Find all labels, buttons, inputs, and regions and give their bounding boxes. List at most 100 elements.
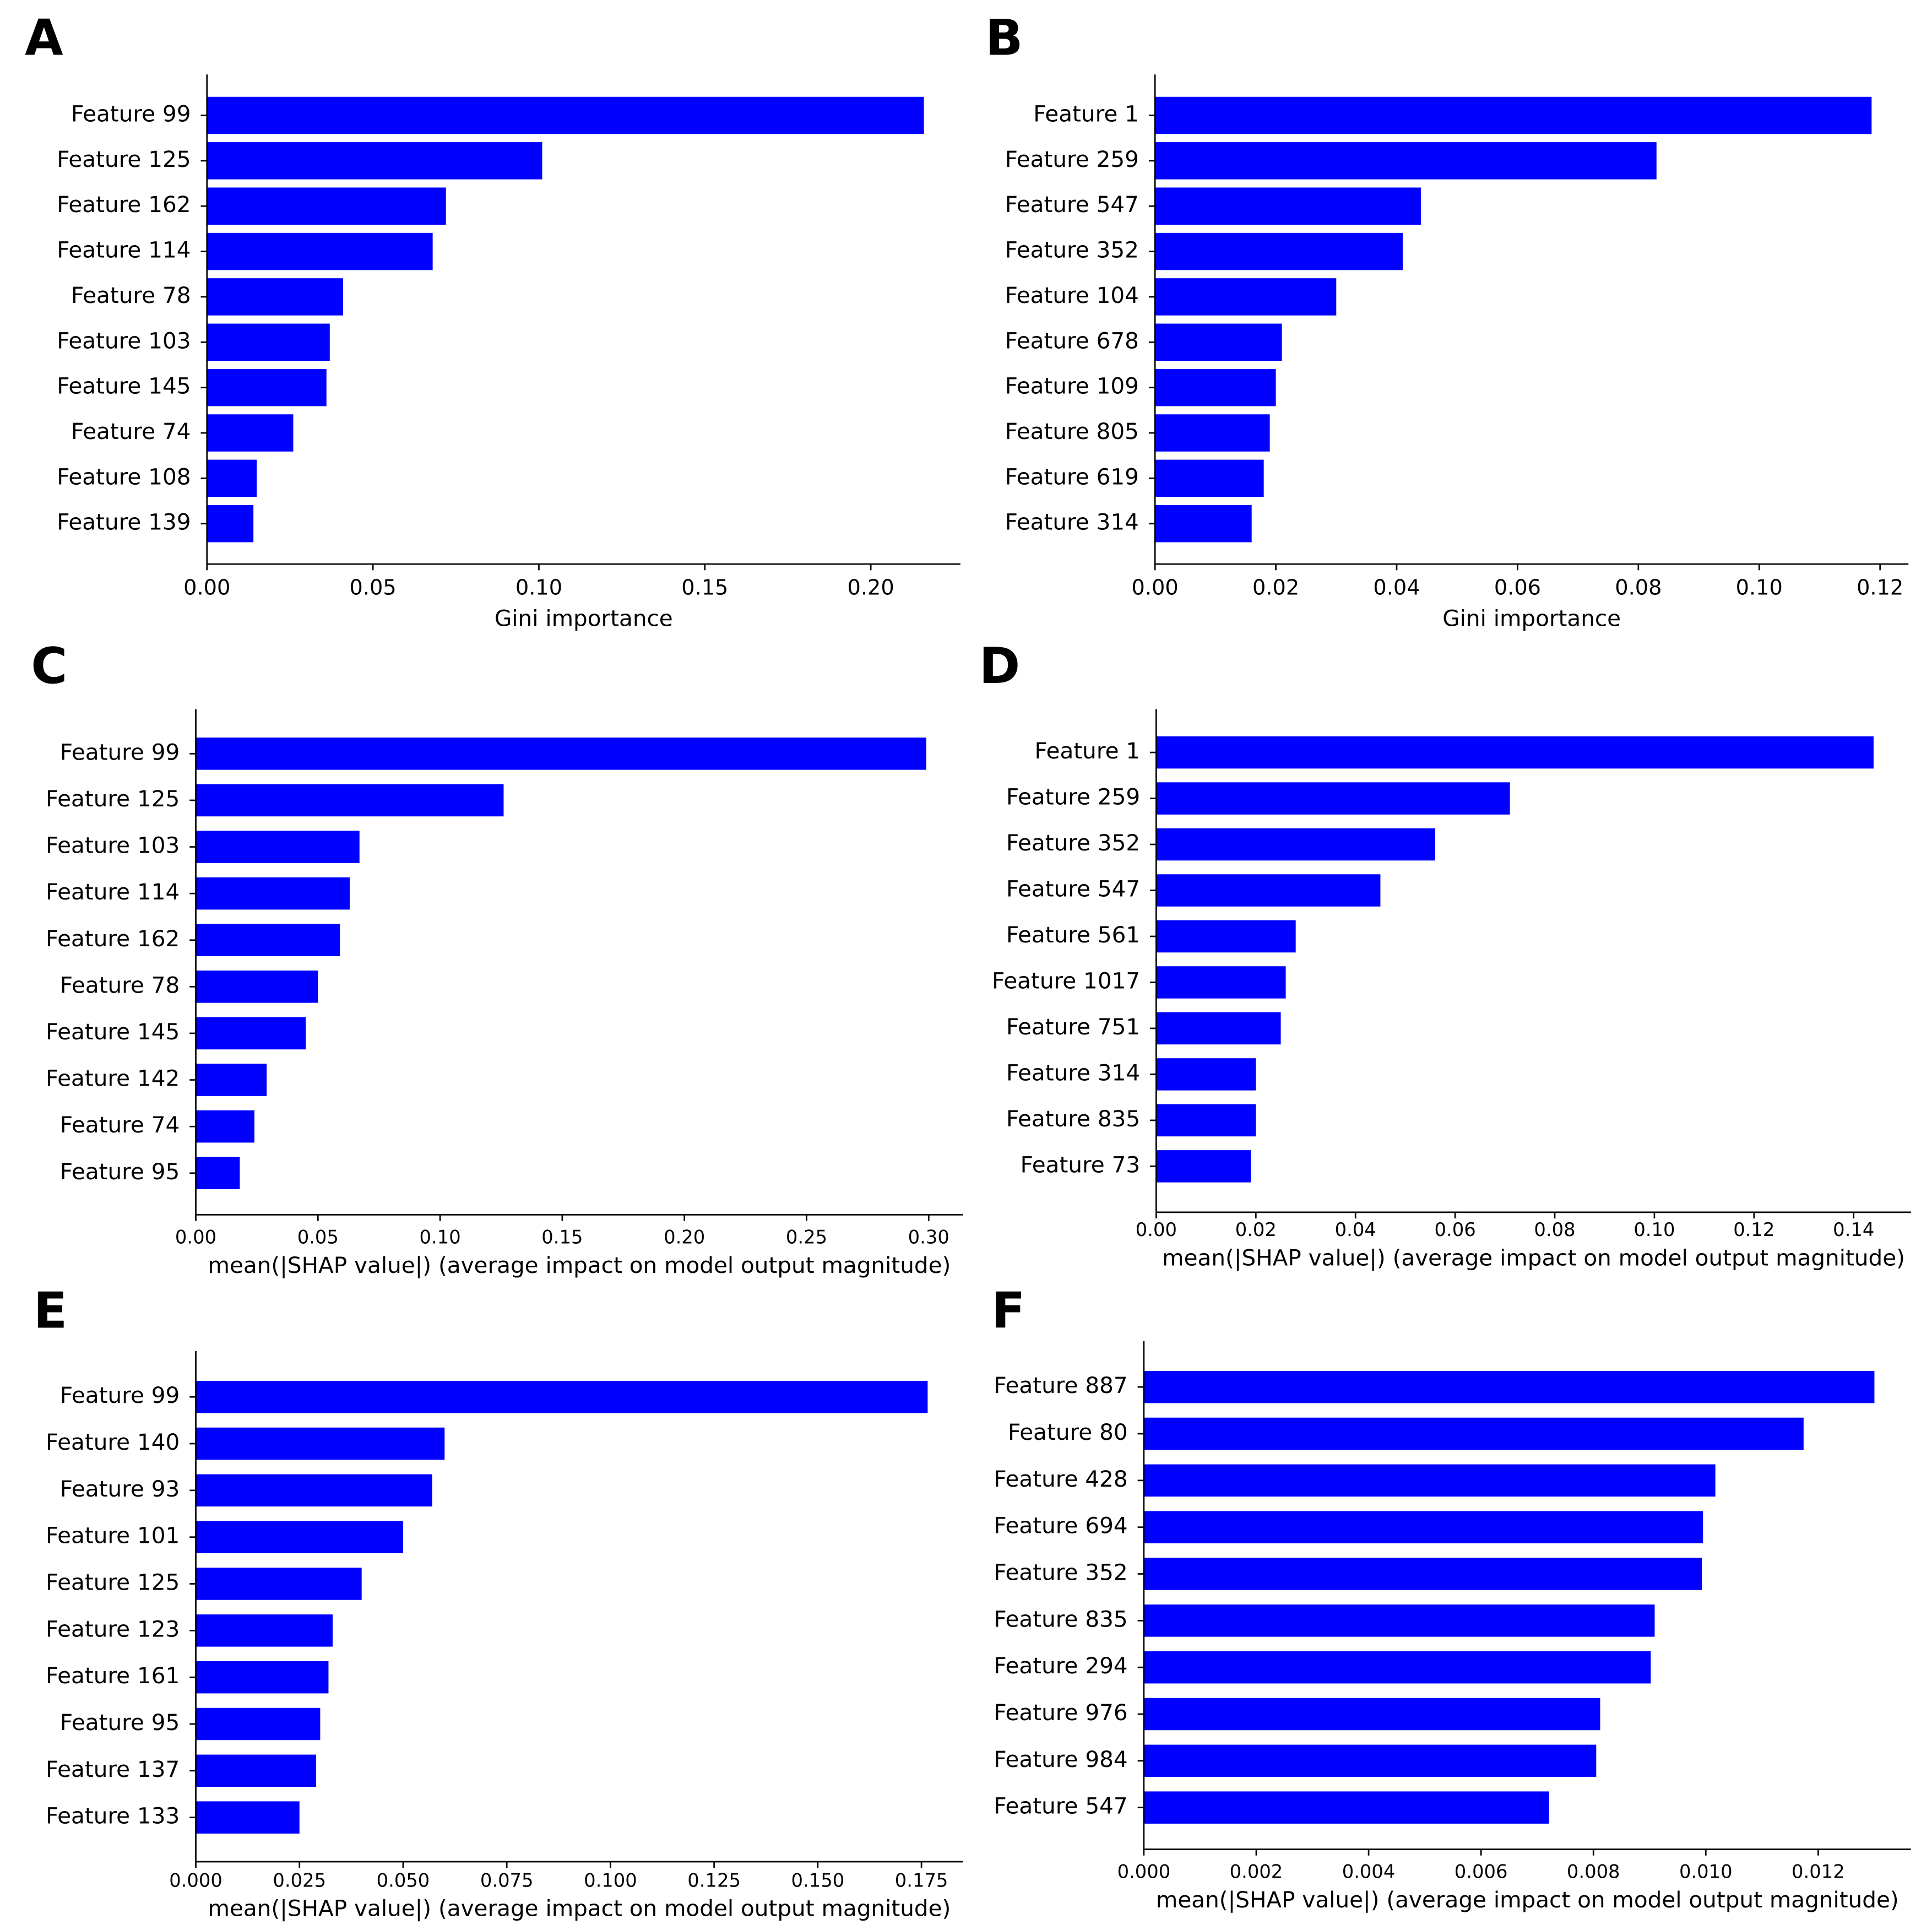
- x-tick-label: 0.14: [1833, 1219, 1874, 1240]
- bar: [196, 1707, 321, 1741]
- y-tick-label: Feature 137: [46, 1756, 180, 1782]
- x-tick-label: 0.20: [848, 576, 894, 600]
- y-tick-label: Feature 93: [60, 1476, 180, 1502]
- y-tick-label: Feature 259: [1006, 784, 1140, 810]
- y-tick-label: Feature 835: [994, 1606, 1127, 1632]
- bar: [207, 232, 433, 270]
- bar: [207, 368, 327, 406]
- y-tick-label: Feature 1: [1033, 101, 1139, 127]
- bar: [1156, 1104, 1256, 1137]
- y-tick-label: Feature 619: [1005, 463, 1139, 490]
- y-tick-label: Feature 352: [1005, 237, 1139, 263]
- x-tick-label: 0.12: [1857, 576, 1903, 600]
- x-axis-label: Gini importance: [1442, 605, 1621, 631]
- x-tick-label: 0.010: [1679, 1861, 1733, 1883]
- bar: [1143, 1698, 1600, 1731]
- x-tick-label: 0.012: [1792, 1861, 1845, 1883]
- x-tick-label: 0.000: [169, 1869, 222, 1891]
- x-axis-label: mean(|SHAP value|) (average impact on mo…: [1156, 1886, 1899, 1913]
- x-tick-label: 0.10: [1633, 1219, 1675, 1240]
- y-tick-label: Feature 162: [57, 191, 191, 218]
- y-tick-label: Feature 125: [57, 146, 191, 172]
- bar: [1143, 1511, 1703, 1543]
- bar: [196, 924, 340, 957]
- y-tick-label: Feature 74: [60, 1112, 180, 1138]
- x-tick-label: 0.004: [1342, 1861, 1396, 1883]
- x-tick-label: 0.00: [175, 1227, 216, 1248]
- y-tick-label: Feature 678: [1005, 327, 1139, 354]
- bar: [196, 1474, 432, 1507]
- y-tick-label: Feature 428: [994, 1466, 1127, 1492]
- y-tick-label: Feature 887: [994, 1372, 1127, 1398]
- bar: [196, 1380, 928, 1413]
- x-tick-label: 0.100: [584, 1869, 637, 1891]
- x-tick-label: 0.10: [1736, 576, 1783, 600]
- bar: [1156, 782, 1510, 815]
- bar: [1155, 368, 1276, 406]
- bar: [1156, 874, 1381, 907]
- bar: [196, 1568, 362, 1600]
- y-tick-label: Feature 114: [57, 237, 191, 263]
- bar: [207, 323, 330, 361]
- y-tick-label: Feature 805: [1005, 418, 1139, 444]
- y-tick-label: Feature 99: [60, 739, 180, 765]
- bar: [196, 1614, 333, 1647]
- panel-label: C: [31, 637, 67, 695]
- y-tick-label: Feature 108: [57, 463, 191, 490]
- y-tick-label: Feature 99: [60, 1382, 180, 1408]
- y-tick-label: Feature 78: [60, 972, 180, 998]
- bar: [1156, 1012, 1281, 1045]
- y-tick-label: Feature 99: [71, 101, 191, 127]
- bar: [1156, 736, 1874, 769]
- x-tick-label: 0.00: [1136, 1219, 1177, 1240]
- bar: [1156, 966, 1286, 999]
- x-tick-label: 0.04: [1373, 576, 1420, 600]
- panel-label: D: [979, 637, 1021, 695]
- y-tick-label: Feature 73: [1021, 1151, 1140, 1178]
- bar: [196, 831, 360, 863]
- y-tick-label: Feature 142: [46, 1065, 180, 1092]
- bar: [196, 1521, 403, 1553]
- y-tick-label: Feature 114: [46, 879, 180, 905]
- x-tick-label: 0.02: [1235, 1219, 1277, 1240]
- y-tick-label: Feature 547: [1005, 191, 1139, 218]
- y-tick-label: Feature 103: [57, 327, 191, 354]
- x-tick-label: 0.025: [273, 1869, 326, 1891]
- bar: [1143, 1744, 1597, 1777]
- bar: [196, 1754, 316, 1787]
- y-tick-label: Feature 984: [994, 1746, 1127, 1772]
- x-tick-label: 0.08: [1534, 1219, 1575, 1240]
- y-tick-label: Feature 139: [57, 509, 191, 535]
- x-tick-label: 0.008: [1567, 1861, 1620, 1883]
- bar: [1155, 142, 1657, 180]
- y-tick-label: Feature 95: [60, 1709, 180, 1736]
- bar: [1156, 1058, 1256, 1091]
- bar: [1155, 187, 1421, 225]
- bar: [1155, 459, 1264, 497]
- y-tick-label: Feature 694: [994, 1512, 1127, 1539]
- panel-label: B: [985, 9, 1023, 67]
- bar: [196, 971, 318, 1003]
- panel-label: A: [25, 9, 63, 67]
- y-tick-label: Feature 145: [57, 373, 191, 399]
- bar: [196, 1801, 300, 1834]
- y-tick-label: Feature 109: [1005, 373, 1139, 399]
- y-tick-label: Feature 78: [71, 282, 191, 308]
- bar: [196, 784, 504, 817]
- y-tick-label: Feature 547: [1006, 876, 1140, 902]
- panel-label: F: [991, 1282, 1025, 1340]
- bar: [1155, 505, 1252, 543]
- bar: [207, 187, 446, 225]
- bar: [1156, 1150, 1251, 1183]
- x-tick-label: 0.06: [1494, 576, 1541, 600]
- bar: [196, 1110, 254, 1143]
- x-tick-label: 0.10: [420, 1227, 461, 1248]
- bar: [196, 877, 350, 910]
- y-tick-label: Feature 140: [46, 1429, 180, 1455]
- y-tick-label: Feature 80: [1008, 1419, 1127, 1445]
- bar: [1143, 1651, 1651, 1684]
- x-tick-label: 0.050: [377, 1869, 430, 1891]
- x-tick-label: 0.175: [895, 1869, 948, 1891]
